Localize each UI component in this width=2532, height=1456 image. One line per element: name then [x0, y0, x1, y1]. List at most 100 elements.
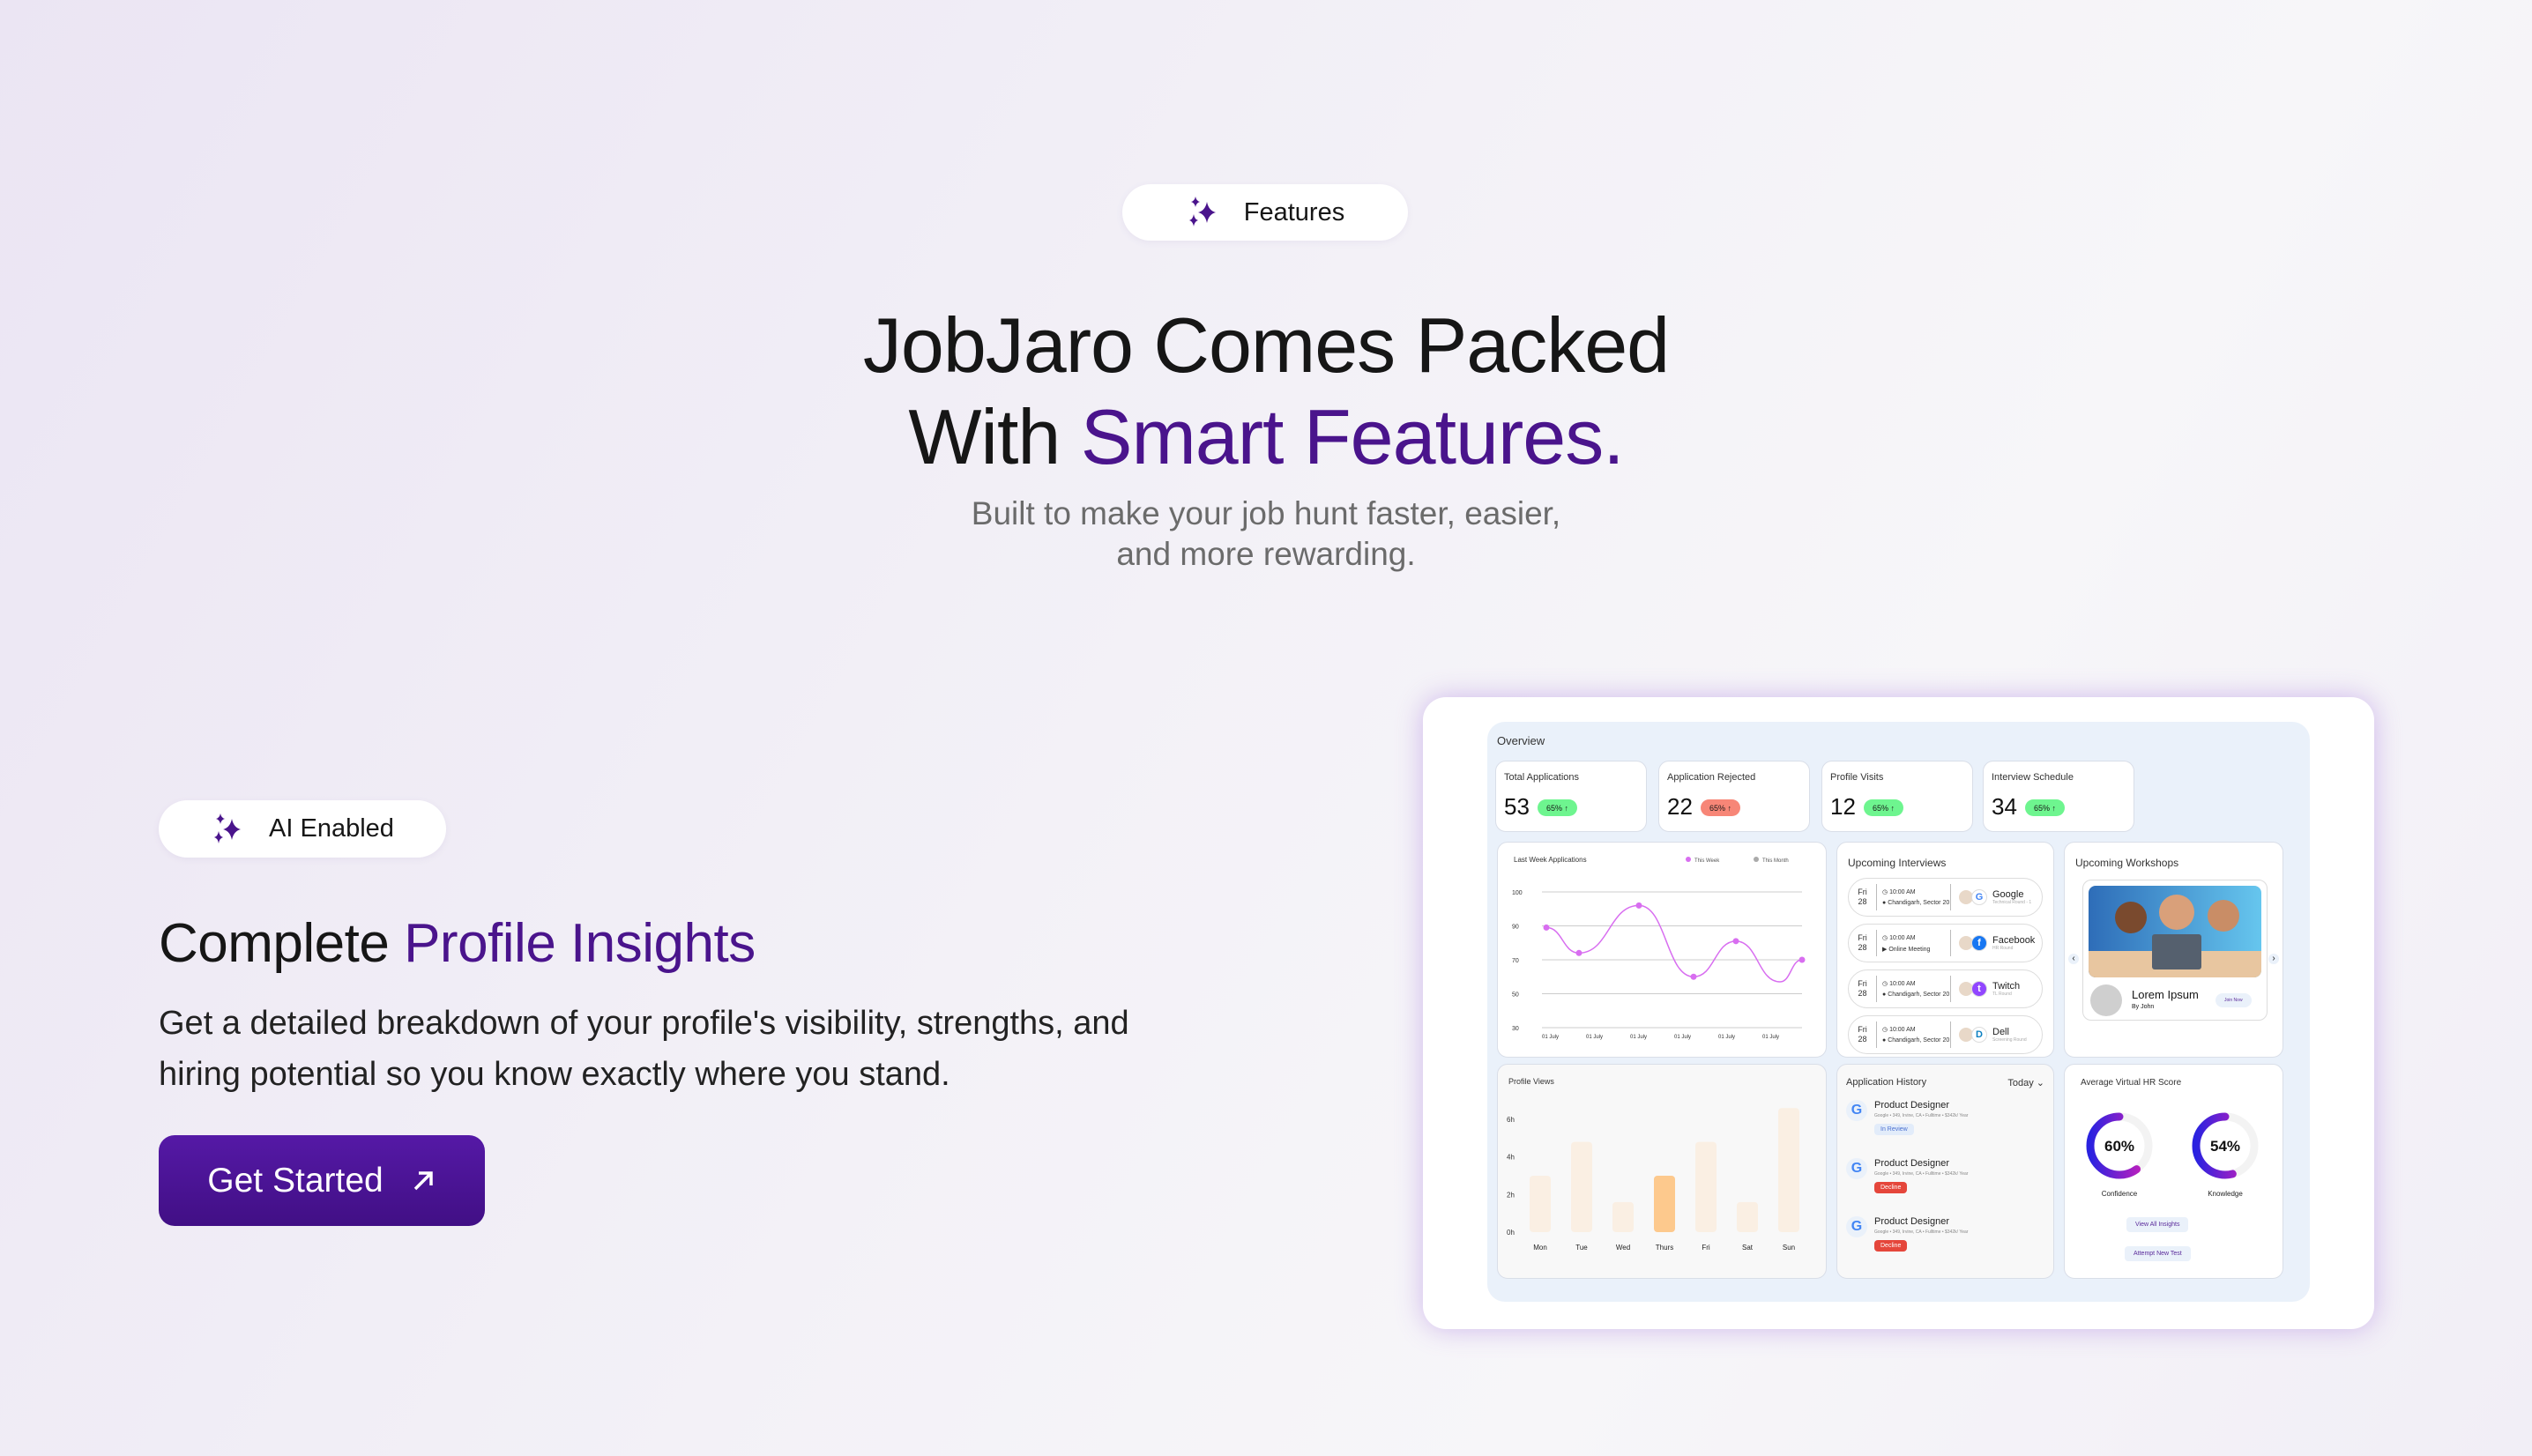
interview-item[interactable]: Fri 28 ◷ 10:00 AM ▶ Online Meeting f Face…	[1848, 924, 2043, 962]
location-pin-icon: ●	[1882, 992, 1887, 998]
interview-location: Chandigarh, Sector 20	[1888, 1037, 1950, 1044]
bar-chart: Profile Views 6h 4h 2h 0h Mon Tue Wed Thurs Fri Sa…	[1507, 1077, 1799, 1252]
history-filter-value: Today	[2007, 1078, 2034, 1088]
y-tick-label: 30	[1512, 1026, 1519, 1032]
video-icon: ▶	[1882, 946, 1888, 953]
application-role: Product Designer	[1874, 1216, 1949, 1227]
clock-icon: ◷	[1882, 889, 1888, 895]
interview-company: Google	[1992, 889, 2024, 900]
clock-icon: ◷	[1882, 1027, 1888, 1033]
data-point	[1635, 902, 1642, 909]
interview-round: Screening Round	[1992, 1037, 2027, 1043]
gauge-label: Knowledge	[2208, 1190, 2243, 1198]
gauge-label: Confidence	[2102, 1190, 2138, 1198]
subtitle-line-2: and more rewarding.	[1116, 536, 1416, 572]
feature-description: Get a detailed breakdown of your profile…	[159, 1005, 1129, 1093]
google-logo-icon: G	[1846, 1216, 1867, 1237]
carousel-next-icon[interactable]: ›	[2268, 954, 2279, 964]
application-role: Product Designer	[1874, 1158, 1949, 1169]
carousel-prev-icon[interactable]: ‹	[2068, 954, 2079, 964]
twitch-logo-icon: t	[1971, 981, 1987, 997]
history-filter-dropdown[interactable]: Today ⌄	[2007, 1077, 2044, 1088]
features-badge: Features	[1122, 184, 1408, 241]
x-tick-label: Sun	[1783, 1244, 1795, 1252]
y-tick-label: 0h	[1507, 1229, 1515, 1237]
interview-time: 10:00 AM	[1889, 981, 1916, 987]
line-chart: Last Week Applications This Week This Mont…	[1512, 856, 1806, 1040]
application-history-item[interactable]: G Product Designer Google • 349, Irvine,…	[1846, 1100, 1968, 1135]
x-tick-label: Sat	[1742, 1244, 1754, 1252]
chevron-down-icon: ⌄	[2036, 1078, 2044, 1088]
application-history-item[interactable]: G Product Designer Google • 349, Irvine,…	[1846, 1158, 1968, 1193]
application-status-badge: Decline	[1874, 1240, 1908, 1252]
dashboard-panel: Overview Total Applications 53 65% ↑ App…	[1487, 722, 2310, 1302]
attempt-new-test-button[interactable]: Attempt New Test	[2125, 1246, 2191, 1261]
stat-card: Interview Schedule 34 65% ↑	[1983, 761, 2134, 832]
application-meta: Google • 349, Irvine, CA • Fulltime • $3…	[1874, 1229, 1969, 1235]
interview-company: Twitch	[1992, 981, 2021, 992]
interview-date: 28	[1858, 1035, 1867, 1044]
bar	[1571, 1141, 1592, 1232]
arrow-up-right-icon	[413, 1170, 433, 1190]
data-point	[1543, 924, 1550, 931]
legend-label: This Week	[1694, 858, 1720, 864]
bar	[1530, 1176, 1551, 1232]
application-status-badge: Decline	[1874, 1182, 1908, 1193]
dell-logo-icon: D	[1971, 1027, 1987, 1043]
overview-label: Overview	[1497, 734, 1545, 747]
series-line-this-week	[1545, 904, 1803, 983]
x-tick-label: Mon	[1533, 1244, 1547, 1252]
features-badge-label: Features	[1243, 197, 1345, 227]
x-tick-label: Thurs	[1656, 1244, 1673, 1252]
upcoming-workshops-card: Upcoming Workshops ‹ › Lorem Ipsum By Jo…	[2064, 842, 2283, 1058]
stat-label: Interview Schedule	[1992, 772, 2074, 783]
interview-day: Fri	[1858, 888, 1867, 896]
gauge-value: 60%	[2104, 1138, 2134, 1155]
interview-round: TL Round	[1992, 992, 2012, 997]
stat-value: 53	[1504, 793, 1530, 820]
stat-change-badge: 65% ↑	[2025, 799, 2065, 816]
stat-label: Application Rejected	[1667, 772, 1756, 783]
workshop-host: By John	[2132, 1004, 2155, 1010]
interview-item[interactable]: Fri 28 ◷ 10:00 AM ● Chandigarh, Sector 20…	[1848, 969, 2043, 1008]
application-history-item[interactable]: G Product Designer Google • 349, Irvine,…	[1846, 1216, 1968, 1252]
stat-change-badge: 65% ↑	[1864, 799, 1903, 816]
x-tick-label: 01 July	[1630, 1035, 1647, 1040]
interview-company: Facebook	[1992, 935, 2036, 946]
application-role: Product Designer	[1874, 1100, 1949, 1111]
stat-change-badge: 65% ↑	[1701, 799, 1740, 816]
workshop-name: Lorem Ipsum	[2132, 988, 2199, 1001]
data-point	[1575, 949, 1582, 956]
clock-icon: ◷	[1882, 981, 1888, 987]
page-subtitle: Built to make your job hunt faster, easi…	[0, 494, 2532, 575]
host-avatar	[2090, 984, 2122, 1016]
chart-title: Last Week Applications	[1514, 856, 1587, 864]
data-point	[1690, 973, 1697, 980]
last-week-applications-card: Last Week Applications This Week This Mont…	[1497, 842, 1827, 1058]
bar	[1654, 1176, 1675, 1232]
interview-item[interactable]: Fri 28 ◷ 10:00 AM ● Chandigarh, Sector 20…	[1848, 1015, 2043, 1054]
interview-location: Chandigarh, Sector 20	[1888, 992, 1950, 998]
ai-enabled-label: AI Enabled	[269, 814, 394, 843]
interview-location: Chandigarh, Sector 20	[1888, 900, 1950, 906]
bar	[1612, 1201, 1634, 1232]
hr-score-gauges: 60% Confidence 54% Knowledge	[2086, 1112, 2259, 1198]
title-line-1: JobJaro Comes Packed	[862, 301, 1670, 389]
interview-day: Fri	[1858, 933, 1867, 942]
interview-item[interactable]: Fri 28 ◷ 10:00 AM ● Chandigarh, Sector 20…	[1848, 878, 2043, 917]
hr-score-title: Average Virtual HR Score	[2081, 1078, 2182, 1088]
application-meta: Google • 349, Irvine, CA • Fulltime • $3…	[1874, 1113, 1969, 1118]
interview-time: 10:00 AM	[1889, 1027, 1916, 1033]
view-all-insights-button[interactable]: View All Insights	[2126, 1217, 2189, 1232]
join-now-button[interactable]: Join Now	[2216, 993, 2252, 1007]
title-line-2: With	[908, 393, 1081, 480]
y-tick-label: 100	[1512, 890, 1523, 896]
x-tick-label: Wed	[1616, 1244, 1630, 1252]
subtitle-line-1: Built to make your job hunt faster, easi…	[971, 495, 1561, 531]
get-started-button[interactable]: Get Started	[159, 1135, 485, 1226]
stat-card: Profile Visits 12 65% ↑	[1821, 761, 1973, 832]
x-tick-label: 01 July	[1674, 1035, 1691, 1040]
interview-company: Dell	[1992, 1027, 2009, 1037]
y-tick-label: 50	[1512, 992, 1519, 999]
stat-value: 22	[1667, 793, 1693, 820]
